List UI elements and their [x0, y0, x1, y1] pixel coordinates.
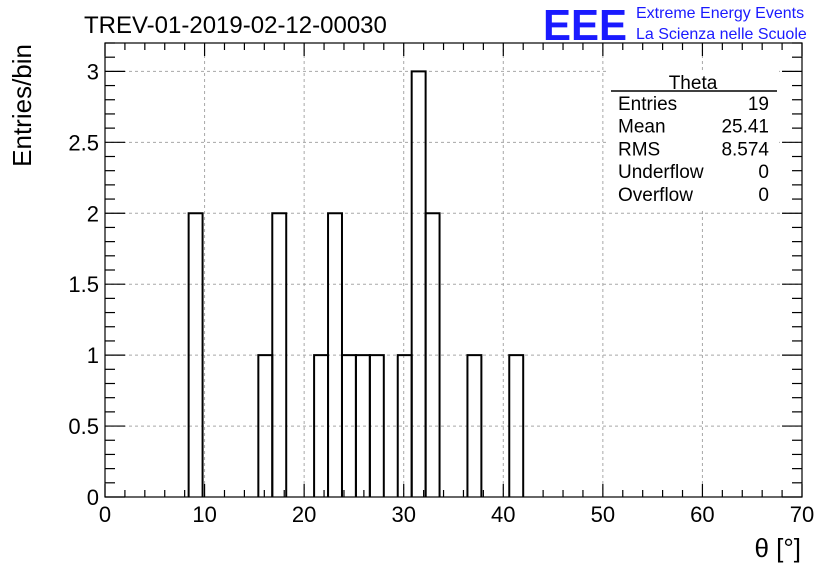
- x-tick-label: 0: [99, 502, 111, 527]
- stats-rows: Entries 19 Mean 25.41 RMS 8.574 Underflow 0 Over…: [618, 94, 769, 206]
- x-tick-label: 50: [591, 502, 615, 527]
- y-tick-label: 0: [87, 485, 99, 510]
- y-tick-label: 1.5: [68, 272, 99, 297]
- histogram-bar: [271, 212, 288, 497]
- stats-box-background: [609, 70, 779, 210]
- axis-ticks: [104, 42, 803, 498]
- stats-row-value: 0: [758, 162, 769, 183]
- x-tick-label: 70: [790, 502, 814, 527]
- histogram-bar: [368, 354, 385, 497]
- stats-row-value: 8.574: [721, 139, 769, 160]
- y-tick-label: 2: [87, 201, 99, 226]
- stats-row-label: Mean: [618, 117, 666, 138]
- y-tick-label: 1: [87, 343, 99, 368]
- stats-box-title: Theta: [669, 73, 718, 94]
- y-tick-label: 2.5: [68, 130, 99, 155]
- x-tick-label: 30: [391, 502, 415, 527]
- stats-row-label: RMS: [618, 139, 660, 160]
- x-tick-labels: 0 10 20 30 40 50 60 70: [99, 502, 814, 527]
- x-tick-label: 60: [690, 502, 714, 527]
- histogram-bar: [466, 354, 483, 497]
- histogram-bar: [257, 354, 274, 497]
- eee-logo-line1: Extreme Energy Events: [636, 5, 804, 22]
- chart-title: TREV-01-2019-02-12-00030: [84, 12, 387, 39]
- stats-row-label: Entries: [618, 94, 677, 115]
- stats-row-label: Underflow: [618, 162, 704, 183]
- stats-box: Theta Entries 19 Mean 25.41 RMS 8.574 Underflo…: [609, 70, 779, 210]
- eee-logo: EEE Extreme Energy Events La Scienza nel…: [543, 1, 807, 50]
- stats-row-value: 25.41: [721, 117, 769, 138]
- histogram-bars: [187, 70, 525, 497]
- x-tick-label: 10: [192, 502, 216, 527]
- histogram-bar: [424, 212, 441, 497]
- stats-row-label: Overflow: [618, 185, 693, 206]
- stats-row-value: 19: [748, 94, 769, 115]
- eee-logo-line2: La Scienza nelle Scuole: [636, 26, 807, 43]
- x-axis-label: θ [°]: [754, 533, 801, 563]
- x-tick-label: 20: [292, 502, 316, 527]
- y-tick-labels: 0 0.5 1 1.5 2 2.5 3: [68, 59, 99, 510]
- y-tick-label: 3: [87, 59, 99, 84]
- eee-logo-mark: EEE: [543, 1, 627, 50]
- grid: [105, 43, 802, 497]
- histogram-bar: [187, 212, 204, 497]
- y-tick-label: 0.5: [68, 414, 99, 439]
- histogram-bar: [508, 354, 525, 497]
- x-tick-label: 40: [491, 502, 515, 527]
- stats-row-value: 0: [758, 185, 769, 206]
- y-axis-label: Entries/bin: [7, 44, 37, 167]
